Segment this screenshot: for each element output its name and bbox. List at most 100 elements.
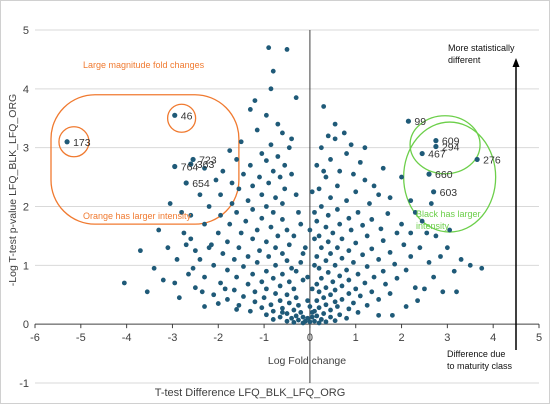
data-point xyxy=(314,254,320,259)
y-tick-label: -1 xyxy=(19,378,29,390)
data-point xyxy=(231,287,237,293)
data-point xyxy=(192,285,198,291)
data-point xyxy=(280,130,285,136)
data-point xyxy=(351,171,356,177)
data-point xyxy=(362,177,368,183)
data-point xyxy=(387,291,393,296)
data-point xyxy=(300,320,306,326)
data-point xyxy=(328,314,333,320)
data-point xyxy=(284,311,290,316)
data-point xyxy=(298,259,304,265)
data-point xyxy=(215,301,221,306)
data-point xyxy=(369,217,375,222)
data-point xyxy=(348,227,354,233)
data-point xyxy=(266,45,272,51)
data-point xyxy=(330,230,336,236)
data-point xyxy=(286,300,292,306)
labeled-point xyxy=(426,171,432,177)
data-point xyxy=(369,289,375,295)
data-point xyxy=(137,248,143,254)
data-point xyxy=(247,107,253,112)
data-point xyxy=(360,222,365,228)
data-point xyxy=(353,240,359,246)
data-point xyxy=(293,95,299,101)
data-point xyxy=(241,294,246,299)
data-point xyxy=(346,215,352,221)
data-point xyxy=(399,174,404,180)
point-label: 764 xyxy=(181,161,199,173)
data-point xyxy=(259,192,265,198)
data-point xyxy=(218,192,223,198)
data-point xyxy=(415,298,420,304)
data-point xyxy=(293,268,299,274)
data-point xyxy=(394,230,400,236)
data-point xyxy=(257,248,262,254)
data-point xyxy=(339,283,345,289)
data-point xyxy=(289,265,294,271)
data-point xyxy=(332,136,338,142)
data-point xyxy=(355,271,361,277)
data-point xyxy=(314,313,320,319)
data-point xyxy=(268,142,274,148)
labeled-point xyxy=(405,118,412,124)
data-point xyxy=(291,320,297,325)
annotation-orange-intensity: Orange has larger intensity xyxy=(83,211,192,221)
data-point xyxy=(238,230,244,236)
data-point xyxy=(167,201,173,206)
point-label: 723 xyxy=(199,154,217,166)
x-tick-label: 1 xyxy=(353,332,359,344)
data-point xyxy=(156,227,162,233)
data-point xyxy=(353,286,359,292)
data-point xyxy=(346,248,352,254)
data-point xyxy=(314,218,320,224)
data-point xyxy=(286,145,292,151)
data-points xyxy=(64,45,485,326)
labeled-point xyxy=(419,150,425,157)
data-point xyxy=(339,255,345,261)
data-point xyxy=(263,268,269,274)
data-point xyxy=(318,204,324,209)
data-point xyxy=(298,310,304,315)
data-point xyxy=(305,315,311,321)
data-point xyxy=(250,207,256,212)
data-point xyxy=(355,310,361,315)
data-point xyxy=(202,274,207,280)
data-point xyxy=(309,189,315,195)
data-point xyxy=(376,257,382,262)
annotation-more-different-line2: different xyxy=(448,55,481,65)
labeled-point xyxy=(172,163,178,170)
data-point xyxy=(243,218,249,224)
data-point xyxy=(344,198,349,204)
data-point xyxy=(247,162,253,168)
data-point xyxy=(309,286,315,292)
data-point xyxy=(284,47,290,52)
data-point xyxy=(316,289,322,295)
data-point xyxy=(344,151,349,156)
data-point xyxy=(259,279,265,285)
point-label: 276 xyxy=(483,154,501,166)
data-point xyxy=(399,221,404,227)
data-point xyxy=(424,230,430,236)
data-point xyxy=(268,302,274,308)
data-point xyxy=(241,264,246,269)
data-point xyxy=(346,291,352,296)
data-point xyxy=(289,315,294,321)
data-point xyxy=(277,174,283,180)
annotation-black-intensity-line2: intensity xyxy=(416,221,450,231)
point-label: 603 xyxy=(440,187,458,199)
data-point xyxy=(337,168,343,174)
y-tick-label: 4 xyxy=(23,84,29,96)
data-point xyxy=(227,148,233,154)
xlabel: Log Fold change xyxy=(268,355,346,367)
data-point xyxy=(312,262,317,268)
data-point xyxy=(273,245,278,251)
data-point xyxy=(250,271,256,277)
data-point xyxy=(369,246,375,252)
data-point xyxy=(151,265,157,271)
data-point xyxy=(385,211,391,216)
data-point xyxy=(270,317,276,322)
data-point xyxy=(284,292,290,298)
data-point xyxy=(364,233,370,239)
data-point xyxy=(263,286,269,292)
data-point xyxy=(296,209,301,215)
